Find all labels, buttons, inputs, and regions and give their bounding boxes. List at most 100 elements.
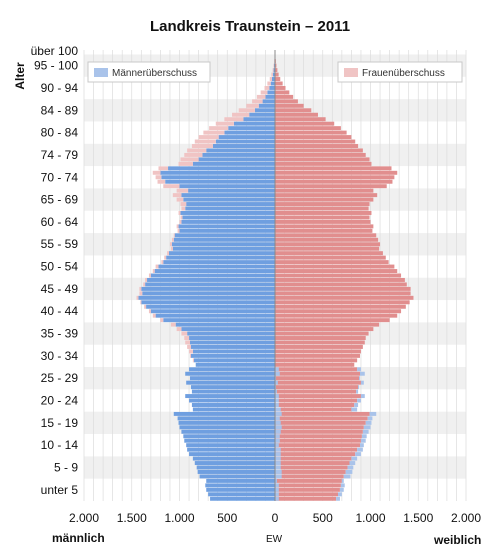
y-tick-label: 50 - 54	[41, 260, 79, 274]
x-tick-label: 500	[313, 511, 333, 525]
male-bar	[145, 282, 275, 287]
male-bar	[271, 77, 275, 82]
female-bar	[275, 193, 378, 198]
female-bar	[275, 77, 281, 82]
male-bar	[228, 126, 275, 131]
male-bar	[181, 219, 275, 224]
female-surplus-bar	[181, 206, 186, 211]
female-bar	[275, 434, 362, 439]
male-bar	[141, 300, 275, 305]
male-bar	[187, 331, 275, 336]
female-bar	[275, 215, 370, 220]
y-tick-label: 40 - 44	[41, 304, 79, 318]
male-bar	[267, 90, 275, 95]
male-surplus-bar	[275, 403, 279, 407]
female-bar	[275, 237, 379, 242]
male-bar	[269, 85, 275, 90]
male-bar	[206, 478, 275, 483]
male-bar	[185, 206, 275, 211]
male-bar	[185, 371, 275, 376]
male-surplus-bar	[365, 420, 372, 425]
male-bar	[190, 353, 275, 358]
male-bar	[265, 94, 275, 99]
female-surplus-bar	[178, 211, 181, 215]
female-surplus-bar	[139, 291, 143, 296]
male-bar	[173, 237, 275, 242]
male-bar	[165, 179, 275, 184]
male-bar	[249, 112, 275, 117]
female-bar	[275, 318, 390, 323]
male-surplus-bar	[275, 367, 279, 372]
female-bar	[275, 246, 380, 251]
female-bar	[275, 157, 370, 162]
female-bar	[275, 188, 374, 193]
female-surplus-bar	[173, 233, 175, 238]
female-bar	[275, 144, 359, 148]
female-bar	[275, 447, 358, 452]
male-bar	[181, 429, 275, 434]
female-surplus-bar	[256, 94, 266, 99]
female-bar	[275, 429, 363, 434]
female-bar	[275, 461, 350, 466]
male-surplus-bar	[275, 394, 279, 399]
male-surplus-bar	[275, 483, 279, 488]
female-bar	[275, 483, 341, 488]
female-bar	[275, 90, 290, 95]
male-bar	[270, 81, 275, 86]
female-bar	[275, 219, 371, 224]
male-bar	[161, 175, 275, 180]
male-bar	[150, 273, 275, 278]
female-bar	[275, 469, 346, 474]
x-tick-label: 500	[217, 511, 237, 525]
male-bar	[179, 228, 275, 233]
male-bar	[183, 434, 275, 439]
female-surplus-bar	[181, 331, 188, 336]
male-bar	[206, 148, 275, 153]
male-surplus-bar	[275, 461, 281, 466]
female-surplus-bar	[194, 139, 216, 144]
male-surplus-bar	[275, 469, 282, 474]
female-bar	[275, 367, 358, 372]
female-surplus-bar	[187, 148, 207, 153]
male-bar	[142, 291, 275, 296]
y-tick-label: 20 - 24	[41, 394, 79, 408]
male-surplus-bar	[275, 429, 281, 434]
female-surplus-bar	[238, 108, 255, 113]
female-surplus-bar	[269, 77, 272, 82]
male-bar	[184, 438, 275, 443]
male-bar	[224, 130, 275, 135]
female-bar	[275, 403, 355, 407]
male-surplus-bar	[275, 411, 282, 416]
male-bar	[150, 309, 275, 314]
male-surplus-bar	[351, 456, 358, 461]
female-bar	[275, 327, 374, 332]
female-bar	[275, 362, 355, 367]
female-surplus-bar	[158, 166, 169, 171]
female-bar	[275, 233, 377, 238]
female-surplus-bar	[176, 188, 189, 193]
female-bar	[275, 331, 369, 336]
female-bar	[275, 394, 361, 399]
male-bar	[192, 161, 275, 166]
male-surplus-bar	[275, 389, 277, 394]
female-bar	[275, 371, 360, 376]
female-bar	[275, 380, 361, 385]
male-surplus-bar	[275, 474, 282, 479]
female-surplus-bar	[184, 152, 203, 157]
female-bar	[275, 269, 398, 274]
male-surplus-bar	[359, 443, 364, 448]
male-bar	[199, 474, 275, 479]
male-bar	[258, 103, 275, 108]
male-bar	[177, 416, 275, 421]
male-bar	[192, 407, 275, 412]
y-tick-label: 15 - 19	[41, 416, 79, 430]
male-bar	[202, 152, 275, 157]
male-bar	[205, 483, 275, 488]
male-bar	[163, 260, 275, 265]
male-bar	[188, 188, 275, 193]
female-surplus-bar	[139, 286, 142, 291]
male-surplus-bar	[357, 447, 363, 452]
female-bar	[275, 166, 392, 171]
female-surplus-bar	[179, 219, 182, 224]
